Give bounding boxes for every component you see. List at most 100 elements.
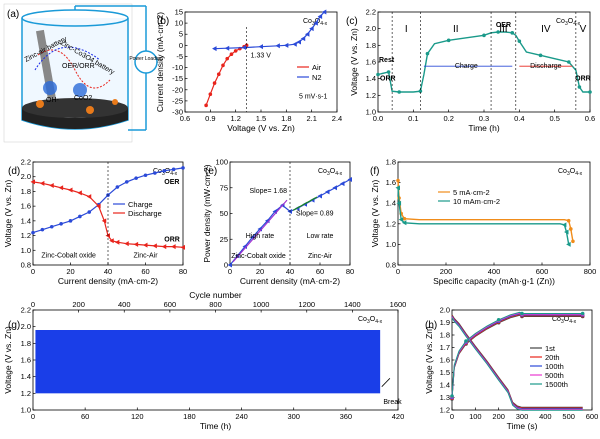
x-tick-label: 0	[228, 267, 232, 276]
y-tick-label: 1.8	[386, 158, 396, 167]
subscript: 4-x	[320, 21, 327, 27]
x-tick-label: 60	[316, 267, 324, 276]
data-point-Discharge	[101, 218, 107, 224]
panel-c: (c) 0.0 0.1 0.2 0.3 0.4 0.5 0.6 1.0 1.2 1.4 1.6 1.8 2…	[346, 8, 595, 134]
data-point-Discharge	[124, 241, 129, 247]
oh-label: OH-	[46, 97, 60, 104]
data-point	[577, 85, 582, 89]
panel-e-label: (e)	[205, 166, 217, 177]
top-x-tick-label: 1200	[298, 300, 315, 309]
data-point-N2	[212, 46, 217, 52]
discharge-curve-1500th	[451, 317, 583, 411]
oer-label: OER	[496, 22, 511, 29]
x-tick-label: 60	[141, 267, 149, 276]
x-tick-label: 240	[235, 412, 248, 421]
top-x-tick-label: 0	[31, 300, 35, 309]
data-point-Air	[208, 92, 213, 97]
data-point-N2	[292, 41, 297, 47]
data-point	[376, 72, 380, 77]
data-point-Charge	[115, 185, 120, 189]
data-point	[517, 39, 522, 43]
y-tick-label: 1.7	[440, 343, 450, 352]
data-point	[425, 51, 430, 56]
y-tick-label: -30	[172, 108, 183, 117]
x-axis-label: Current density (mA·cm-2)	[58, 276, 158, 286]
data-point	[227, 262, 232, 268]
compound-label: Co3O4-x	[552, 316, 577, 325]
region-label: II	[453, 24, 459, 35]
subscript: 4-x	[569, 319, 576, 325]
zinc-cobalt-label: Zinc-Cobalt oxide	[231, 253, 286, 260]
y-axis-label: Voltage (V vs. Zn)	[370, 180, 380, 248]
legend-entry: 1st	[545, 344, 556, 353]
data-point	[386, 70, 391, 74]
data-point-Discharge	[171, 244, 176, 250]
data-point	[569, 227, 573, 231]
compound-label: Co3O4-x	[153, 168, 178, 177]
data-point-1500th	[464, 339, 468, 343]
oer-label: OER	[164, 179, 179, 186]
compound-text: O	[165, 168, 171, 175]
legend-entry: 20th	[545, 353, 560, 362]
panel-c-label: (c)	[346, 16, 358, 27]
legend-entry: 100th	[545, 362, 564, 371]
data-point-Discharge	[86, 194, 92, 200]
y-tick-label: 1.4	[386, 199, 396, 208]
data-point-Discharge	[143, 242, 148, 248]
panel-e: (e) 0 20 40 60 80 0 25 50 75 100 Current density (m…	[202, 158, 354, 287]
data-point-N2	[241, 45, 247, 51]
data-point	[398, 217, 404, 223]
data-point-N2	[304, 31, 310, 37]
data-point-1500th	[450, 394, 454, 398]
data-point	[566, 241, 571, 247]
y-tick-label: 5	[179, 30, 183, 39]
rest-label: Rest	[379, 57, 395, 64]
break-arrow	[381, 378, 391, 387]
data-point-Discharge	[109, 238, 114, 244]
x-tick-label: 800	[584, 267, 597, 276]
plot-frame	[397, 161, 591, 266]
panel-h: (h) 0 100 200 300 400 500 600 1.2 1.3 1.4 1.5 1.6 1.7…	[424, 306, 598, 432]
subscript: 3	[312, 21, 315, 27]
data-point	[510, 31, 515, 35]
y-tick-label: -25	[172, 96, 183, 105]
slope-fit-low	[292, 196, 318, 211]
power-loading-label: Power Loading	[129, 56, 163, 62]
data-point	[235, 253, 240, 259]
data-point-Charge	[68, 219, 73, 223]
x-axis-label: Current density (mA·cm-2)	[240, 276, 340, 286]
y-tick-label: 1.4	[366, 74, 376, 83]
x-tick-label: 0.4	[514, 114, 524, 123]
top-x-tick-label: 1600	[390, 300, 407, 309]
data-point-N2	[300, 36, 306, 42]
data-point	[395, 185, 400, 191]
slope1-label: Slope= 1.68	[250, 188, 288, 195]
x-tick-label: 20	[66, 267, 74, 276]
compound-text: O	[330, 168, 336, 175]
panel-d: (d) 0 20 40 60 80 0.8 1.0 1.2 1.4 1.6 1.8 2.0 2.2 Curr…	[3, 158, 187, 287]
cycling-band	[35, 330, 381, 394]
data-point-N2	[313, 20, 318, 26]
legend-entry: 500th	[545, 371, 564, 380]
compound-label: Co3O4-x	[358, 316, 383, 325]
data-point-N2	[317, 13, 323, 19]
data-point-Discharge	[96, 203, 101, 209]
top-x-tick-label: 400	[118, 300, 131, 309]
y-tick-label: 2.0	[366, 24, 376, 33]
top-x-tick-label: 1000	[253, 300, 270, 309]
x-tick-label: 100	[469, 412, 482, 421]
y-axis-label: Voltage (V vs. Zn)	[424, 326, 434, 394]
x-tick-label: 1.2	[230, 114, 240, 123]
panel-g-label: (g)	[8, 320, 20, 331]
low-rate-label: Low rate	[307, 233, 334, 240]
data-point-Charge	[134, 176, 138, 180]
data-point-Charge	[49, 224, 54, 229]
y-axis-label: Current density (mA·cm-2)	[155, 12, 165, 112]
data-point-Charge	[171, 167, 176, 172]
data-point-N2	[275, 43, 280, 49]
orr-label: ORR	[164, 236, 180, 243]
y-tick-label: 1.3	[440, 393, 450, 402]
x-tick-label: 0	[31, 412, 35, 421]
zinc-cobalt-label: Zinc-Cobalt oxide	[41, 253, 96, 260]
